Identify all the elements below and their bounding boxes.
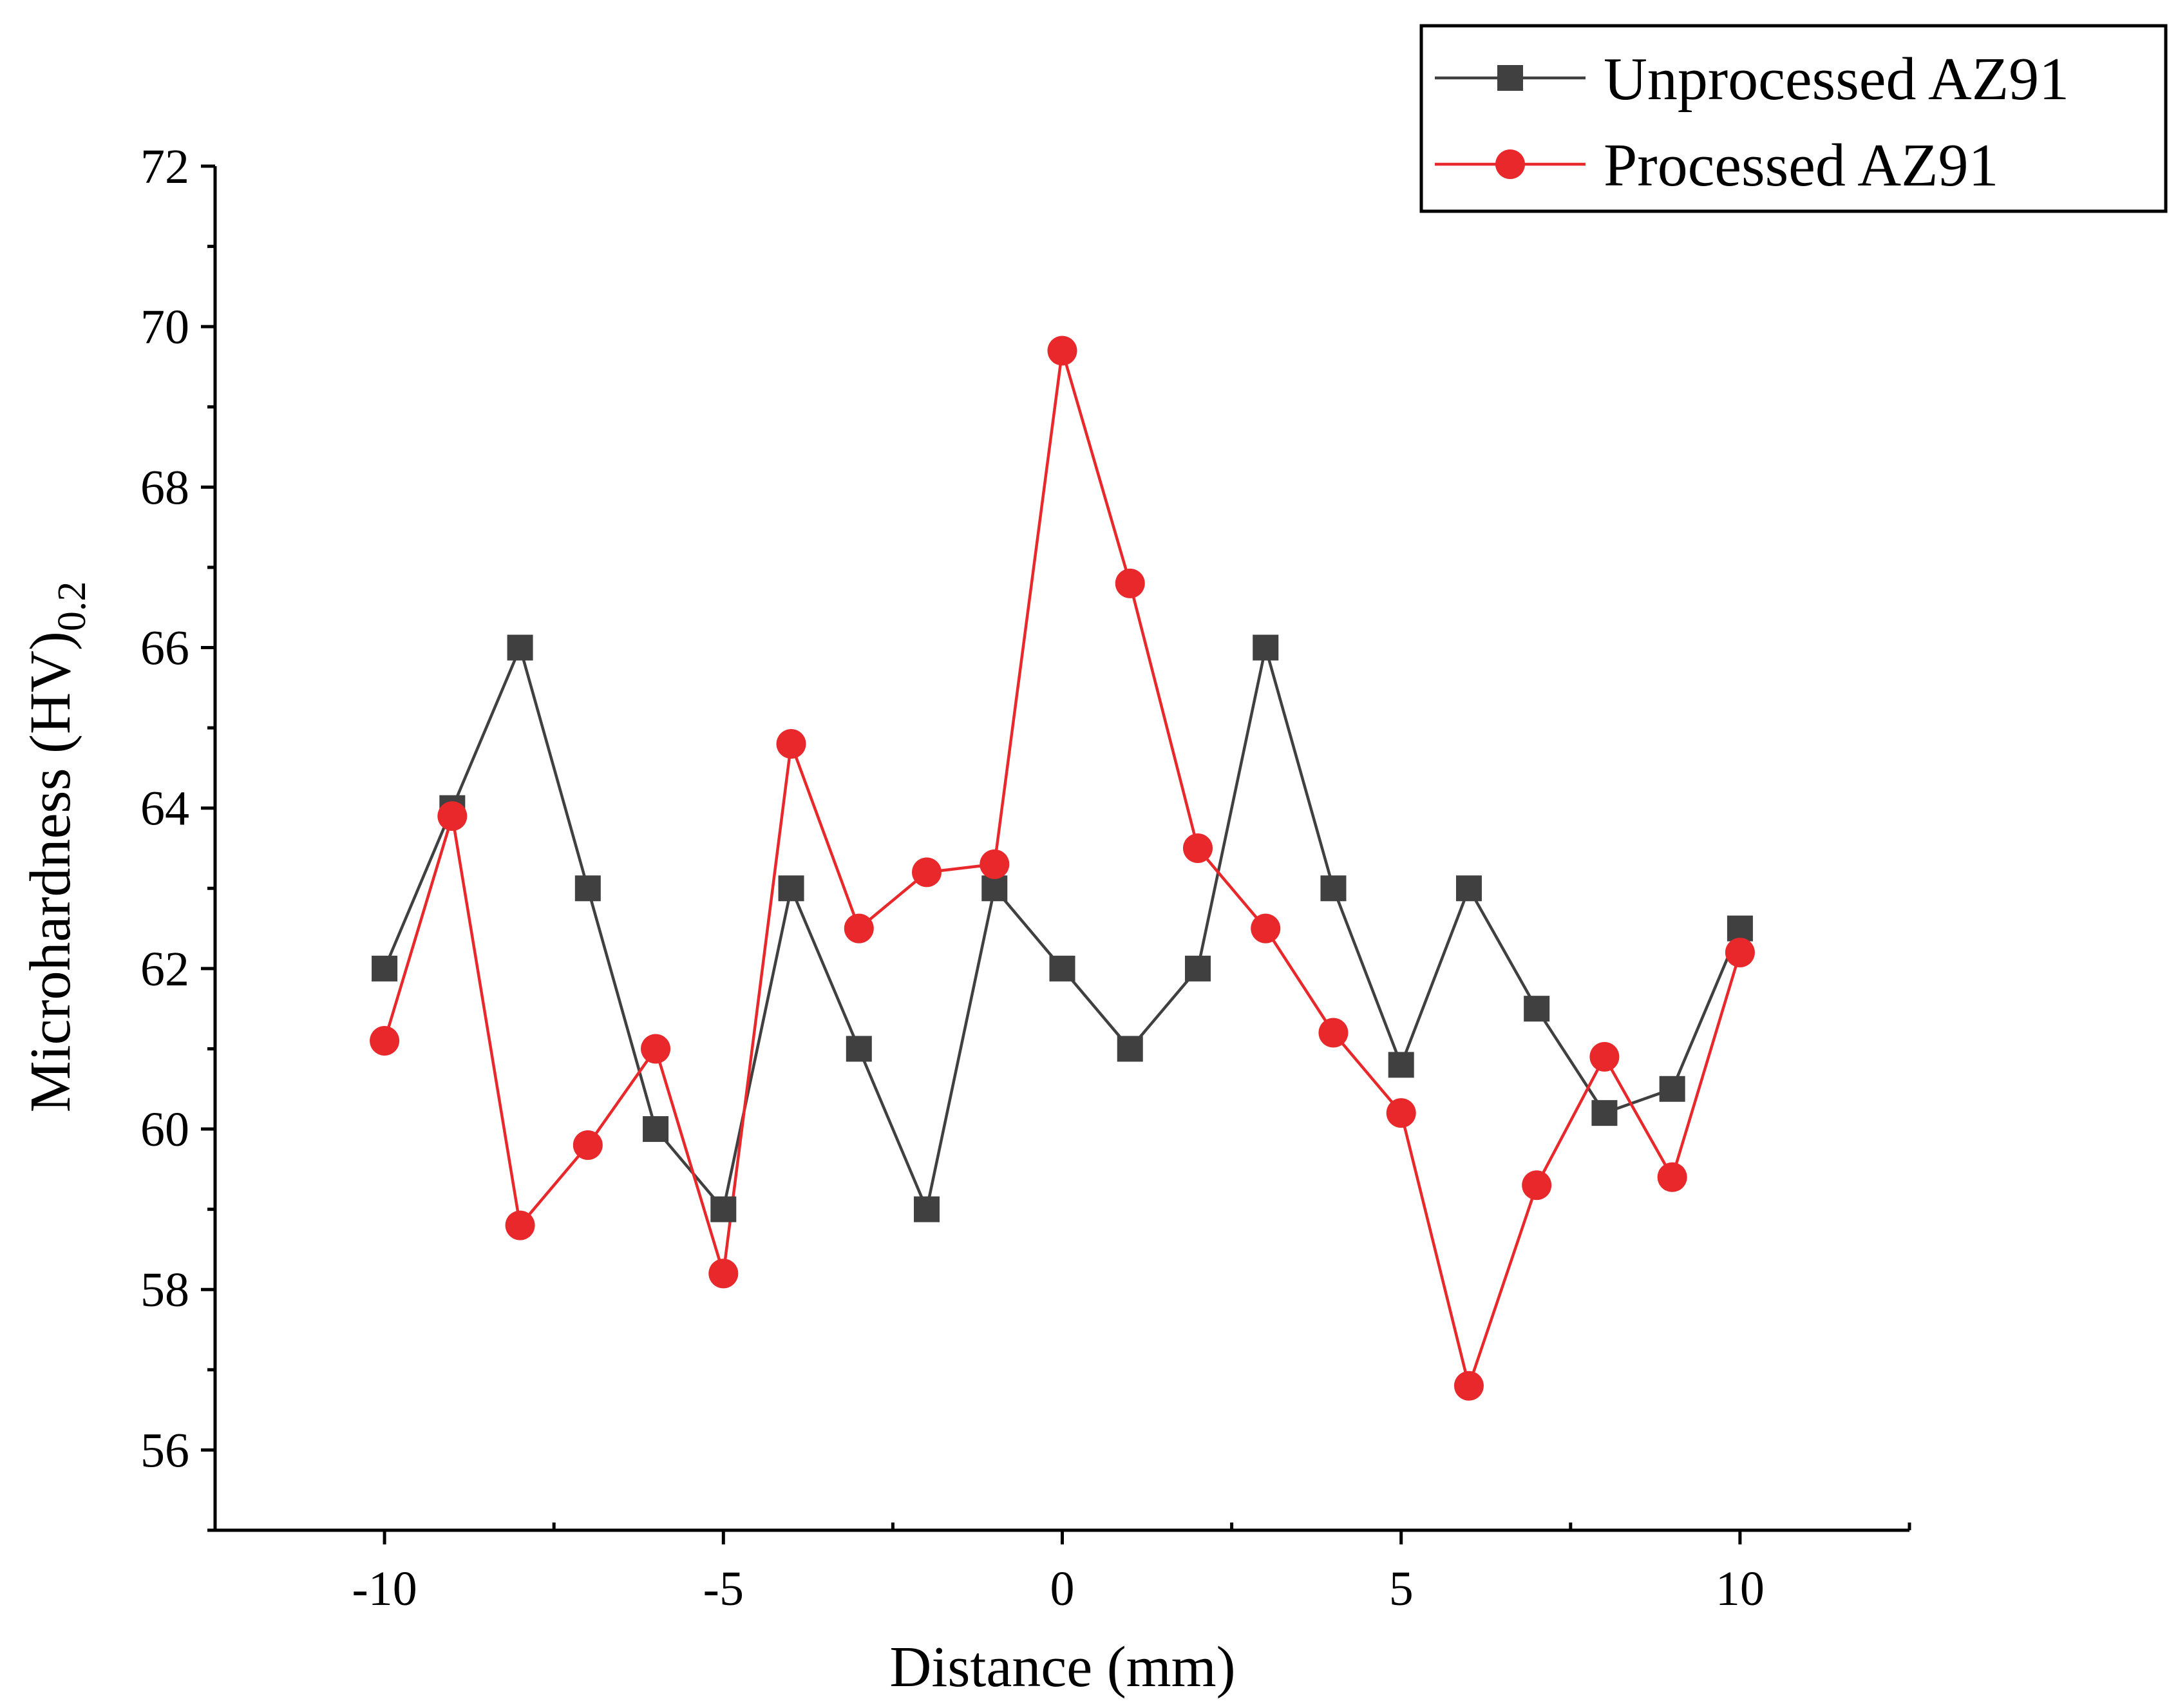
data-point-unprocessed (574, 875, 601, 902)
legend-box (1419, 24, 2168, 213)
y-tick-label: 72 (140, 140, 189, 194)
data-point-processed (708, 1258, 739, 1289)
data-point-processed (1182, 833, 1213, 863)
data-point-processed (505, 1210, 535, 1240)
data-point-unprocessed (1184, 955, 1211, 982)
x-tick-label: 0 (1050, 1562, 1075, 1616)
legend-marker-unprocessed (1497, 65, 1523, 91)
data-point-processed (844, 913, 874, 944)
data-point-processed (912, 857, 942, 887)
data-point-processed (1047, 336, 1077, 366)
data-point-unprocessed (1659, 1076, 1685, 1102)
data-point-processed (437, 801, 468, 831)
series-line-processed (383, 350, 1742, 1391)
data-point-unprocessed (778, 875, 804, 902)
data-point-processed (1115, 568, 1145, 598)
data-point-unprocessed (1117, 1036, 1143, 1062)
data-point-processed (1589, 1041, 1620, 1072)
data-point-processed (1454, 1371, 1484, 1401)
data-point-unprocessed (1455, 875, 1482, 902)
data-point-unprocessed (1253, 634, 1279, 661)
series-lines (383, 350, 1742, 1391)
data-point-unprocessed (1727, 915, 1753, 942)
data-point-unprocessed (710, 1196, 737, 1222)
data-point-processed (370, 1026, 400, 1056)
y-axis-title-main: Microhardness (HV) (19, 631, 82, 1112)
data-point-unprocessed (372, 955, 398, 982)
y-axis-title-subscript: 0.2 (50, 582, 94, 632)
y-tick-label: 62 (140, 942, 189, 996)
data-point-unprocessed (1591, 1100, 1618, 1126)
data-point-processed (1318, 1018, 1349, 1048)
y-axis-title: Microhardness (HV)0.2 (19, 582, 94, 1113)
data-point-processed (641, 1034, 671, 1064)
data-point-unprocessed (846, 1036, 872, 1062)
series-markers (370, 336, 1755, 1401)
data-point-unprocessed (981, 875, 1008, 902)
legend: Unprocessed AZ91 Processed AZ91 (1419, 24, 2168, 213)
data-point-processed (776, 729, 806, 759)
legend-label-processed: Processed AZ91 (1604, 132, 1999, 199)
y-tick-label: 66 (140, 622, 189, 676)
y-tick-label: 64 (140, 782, 189, 836)
x-tick-label: 10 (1716, 1562, 1765, 1616)
data-point-processed (1251, 913, 1281, 944)
data-point-unprocessed (914, 1196, 940, 1222)
series-line-unprocessed (383, 643, 1741, 1215)
data-point-processed (1725, 937, 1755, 967)
x-tick-label: -10 (352, 1562, 417, 1616)
y-tick-label: 70 (140, 300, 189, 354)
legend-items: Unprocessed AZ91 Processed AZ91 (1435, 46, 2069, 199)
data-point-unprocessed (643, 1116, 669, 1143)
tick-labels: 56 58 60 62 64 66 68 70 72 -10 -5 0 5 10 (140, 140, 1765, 1616)
legend-label-unprocessed: Unprocessed AZ91 (1604, 46, 2069, 113)
x-axis-title: Distance (mm) (889, 1635, 1235, 1699)
data-point-processed (980, 849, 1010, 879)
data-point-unprocessed (1049, 955, 1075, 982)
ticks (201, 164, 1911, 1544)
data-point-processed (1522, 1170, 1552, 1200)
data-point-processed (1657, 1162, 1687, 1192)
y-tick-label: 68 (140, 460, 189, 515)
axes (213, 166, 1909, 1532)
y-tick-label: 60 (140, 1103, 189, 1157)
data-point-unprocessed (1320, 875, 1347, 902)
x-tick-label: -5 (703, 1562, 744, 1616)
data-point-unprocessed (507, 634, 533, 661)
data-point-processed (573, 1130, 603, 1160)
data-point-unprocessed (1388, 1052, 1414, 1078)
data-point-processed (1386, 1098, 1416, 1128)
x-tick-label: 5 (1389, 1562, 1414, 1616)
y-tick-label: 58 (140, 1263, 189, 1317)
y-tick-label: 56 (140, 1423, 189, 1477)
legend-marker-processed (1495, 149, 1525, 179)
data-point-unprocessed (1524, 996, 1550, 1022)
